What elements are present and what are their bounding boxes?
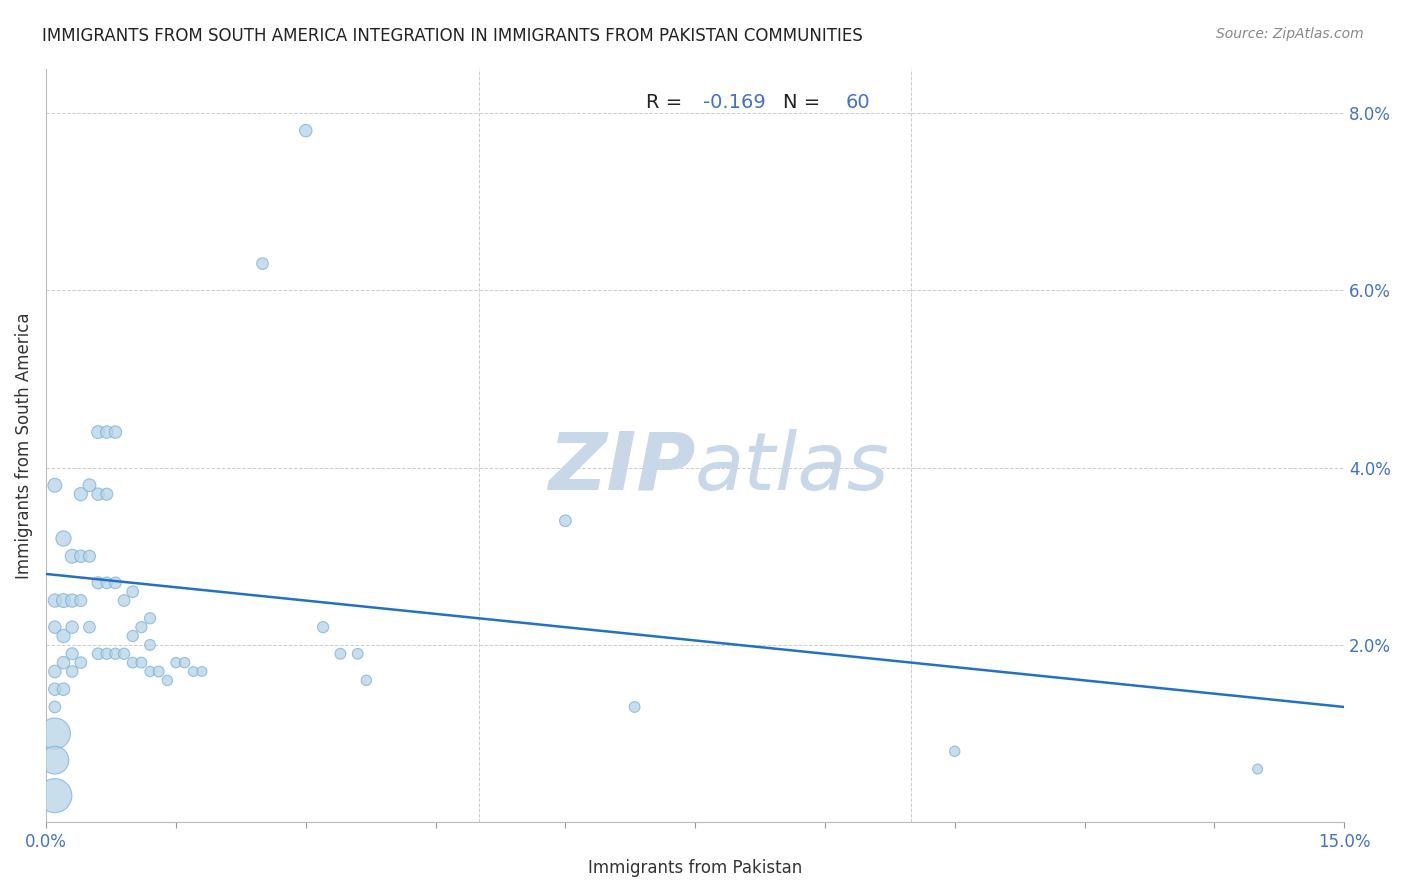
- Point: [356, 673, 378, 688]
- Point: [87, 647, 110, 661]
- Point: [943, 744, 966, 758]
- Point: [112, 647, 135, 661]
- Point: [69, 656, 91, 670]
- Point: [294, 123, 316, 137]
- Point: [79, 549, 101, 564]
- Point: [623, 700, 645, 714]
- Point: [87, 425, 110, 439]
- Point: [79, 620, 101, 634]
- Point: [87, 575, 110, 590]
- Point: [139, 665, 162, 679]
- Point: [1246, 762, 1268, 776]
- Point: [148, 665, 170, 679]
- Point: [346, 647, 368, 661]
- Point: [139, 611, 162, 625]
- Point: [44, 789, 66, 803]
- Point: [156, 673, 179, 688]
- Point: [96, 575, 118, 590]
- Point: [191, 665, 214, 679]
- Point: [121, 656, 143, 670]
- Point: [131, 656, 153, 670]
- Text: Source: ZipAtlas.com: Source: ZipAtlas.com: [1216, 27, 1364, 41]
- Point: [96, 647, 118, 661]
- Point: [52, 593, 75, 607]
- Point: [44, 753, 66, 767]
- Point: [60, 665, 83, 679]
- Text: atlas: atlas: [695, 429, 890, 507]
- Point: [112, 593, 135, 607]
- X-axis label: Immigrants from Pakistan: Immigrants from Pakistan: [588, 859, 803, 877]
- Text: IMMIGRANTS FROM SOUTH AMERICA INTEGRATION IN IMMIGRANTS FROM PAKISTAN COMMUNITIE: IMMIGRANTS FROM SOUTH AMERICA INTEGRATIO…: [42, 27, 863, 45]
- Point: [104, 575, 127, 590]
- Point: [44, 682, 66, 697]
- Point: [79, 478, 101, 492]
- Point: [165, 656, 187, 670]
- Point: [69, 549, 91, 564]
- Point: [52, 629, 75, 643]
- Point: [60, 647, 83, 661]
- Point: [252, 257, 274, 271]
- Point: [87, 487, 110, 501]
- Point: [52, 532, 75, 546]
- Point: [60, 620, 83, 634]
- Point: [131, 620, 153, 634]
- Point: [121, 629, 143, 643]
- Point: [60, 593, 83, 607]
- Point: [44, 665, 66, 679]
- Point: [104, 425, 127, 439]
- Point: [44, 726, 66, 740]
- Point: [44, 620, 66, 634]
- Point: [69, 487, 91, 501]
- Point: [44, 593, 66, 607]
- Point: [52, 656, 75, 670]
- Point: [312, 620, 335, 634]
- Point: [139, 638, 162, 652]
- Point: [329, 647, 352, 661]
- Point: [104, 647, 127, 661]
- Point: [69, 593, 91, 607]
- Point: [181, 665, 204, 679]
- Point: [96, 425, 118, 439]
- Y-axis label: Immigrants from South America: Immigrants from South America: [15, 312, 32, 579]
- Point: [121, 584, 143, 599]
- Point: [52, 682, 75, 697]
- Point: [554, 514, 576, 528]
- Point: [173, 656, 195, 670]
- Point: [44, 700, 66, 714]
- Text: ZIP: ZIP: [548, 429, 695, 507]
- Point: [60, 549, 83, 564]
- Point: [96, 487, 118, 501]
- Point: [44, 478, 66, 492]
